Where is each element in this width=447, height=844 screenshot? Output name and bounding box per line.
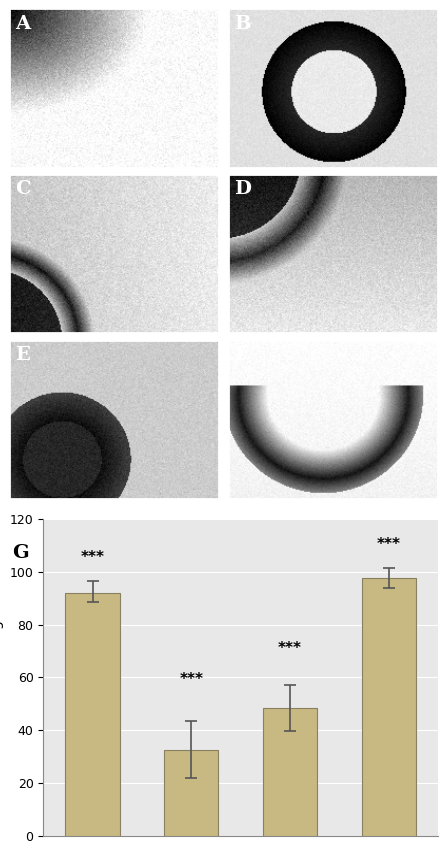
- Text: ***: ***: [377, 537, 401, 552]
- Bar: [164, 749, 219, 836]
- Text: A: A: [15, 15, 30, 33]
- Text: ***: ***: [179, 672, 203, 686]
- Text: D: D: [234, 181, 251, 198]
- Text: F: F: [234, 346, 248, 364]
- Y-axis label: % Inhibition of Vessel Formation
in Rat Aortic Rings: % Inhibition of Vessel Formation in Rat …: [0, 566, 4, 788]
- Bar: [65, 593, 120, 836]
- Text: E: E: [15, 346, 30, 364]
- Text: G: G: [13, 544, 29, 562]
- Text: ***: ***: [278, 641, 302, 657]
- Text: C: C: [15, 181, 31, 198]
- Bar: [362, 578, 416, 836]
- Bar: [263, 707, 317, 836]
- Text: B: B: [234, 15, 251, 33]
- Text: ***: ***: [80, 550, 105, 565]
